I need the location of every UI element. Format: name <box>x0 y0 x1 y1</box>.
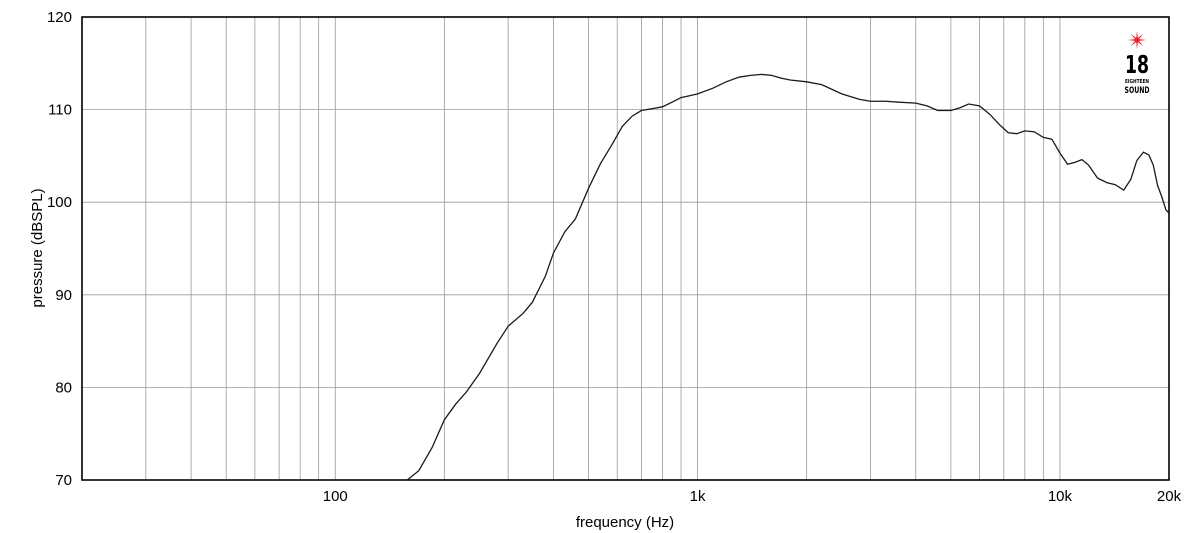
y-tick-label: 120 <box>47 9 72 26</box>
logo-line2: SOUND <box>1125 86 1150 96</box>
x-tick-label: 20k <box>1157 488 1182 505</box>
x-tick-labels: 100 1k 10k 20k <box>323 488 1182 505</box>
eighteen-sound-logo: 18 EIGHTEEN SOUND <box>1125 31 1150 96</box>
x-tick-label: 10k <box>1048 488 1073 505</box>
y-tick-label: 100 <box>47 194 72 211</box>
y-tick-label: 110 <box>48 102 72 119</box>
y-tick-labels: 70 80 90 100 110 120 <box>47 9 72 489</box>
y-tick-label: 70 <box>55 472 72 489</box>
vertical-gridlines <box>145 17 1061 480</box>
plot-frame <box>81 16 1170 481</box>
y-tick-label: 80 <box>55 379 72 396</box>
logo-star-icon <box>1128 31 1146 49</box>
y-axis-title: pressure (dBSPL) <box>29 188 46 307</box>
logo-number: 18 <box>1125 50 1149 79</box>
x-tick-label: 100 <box>323 488 348 505</box>
x-tick-label: 1k <box>690 488 706 505</box>
y-tick-label: 90 <box>55 287 72 304</box>
x-axis-title: frequency (Hz) <box>576 514 674 531</box>
horizontal-gridlines <box>82 109 1169 388</box>
series-line-spl <box>82 73 1170 481</box>
star-shape <box>1128 31 1146 49</box>
logo-line1: EIGHTEEN <box>1125 79 1149 85</box>
